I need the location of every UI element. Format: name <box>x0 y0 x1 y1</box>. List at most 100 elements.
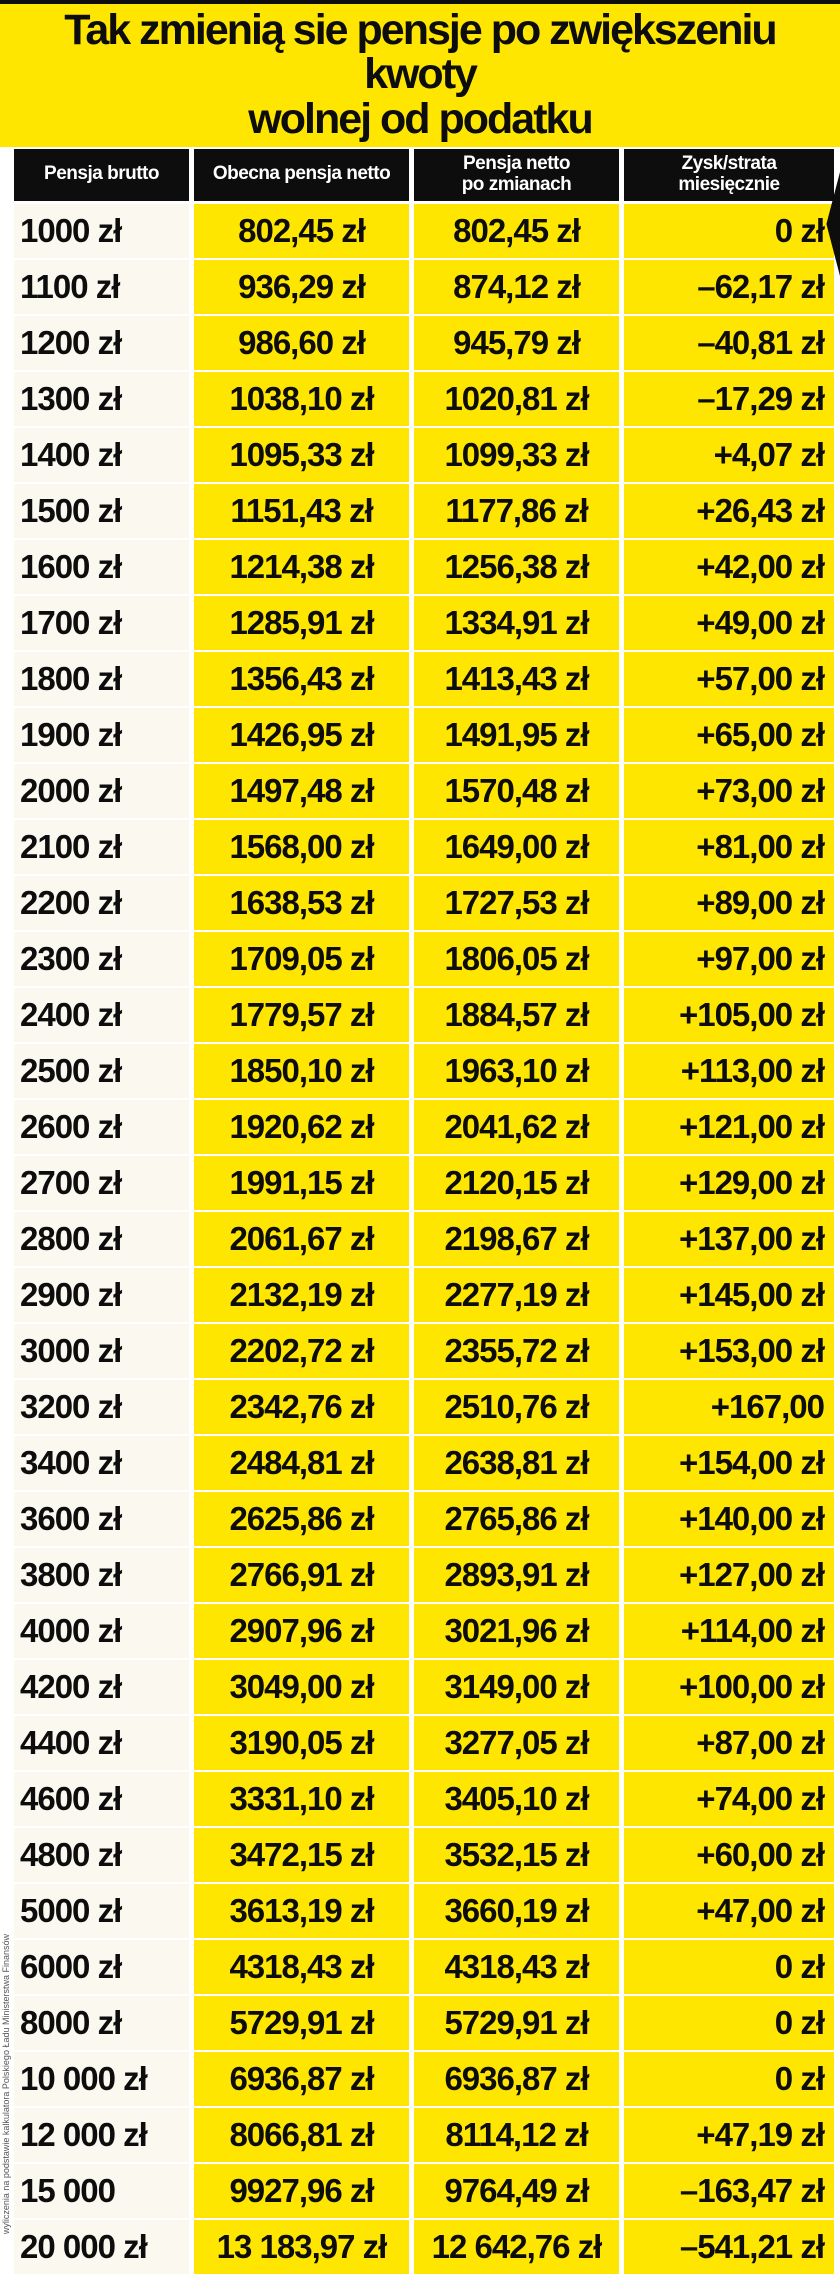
salary-table: Pensja brutto Obecna pensja netto Pensja… <box>0 148 840 2274</box>
cell-netto-po-zmianach: 4318,43 zł <box>414 1939 619 1994</box>
cell-pensja-brutto: 6000 zł <box>14 1939 189 1994</box>
cell-pensja-brutto: 2400 zł <box>14 987 189 1042</box>
cell-pensja-brutto: 8000 zł <box>14 1995 189 2050</box>
cell-obecna-netto: 5729,91 zł <box>194 1995 409 2050</box>
cell-zysk-strata: +73,00 zł <box>624 763 834 818</box>
table-row: 2400 zł 1779,57 zł 1884,57 zł +105,00 zł <box>14 987 834 1042</box>
table-row: 6000 zł 4318,43 zł 4318,43 zł 0 zł <box>14 1939 834 1994</box>
cell-netto-po-zmianach: 2355,72 zł <box>414 1323 619 1378</box>
cell-pensja-brutto: 1800 zł <box>14 651 189 706</box>
cell-zysk-strata: –541,21 zł <box>624 2219 834 2274</box>
table-row: 3600 zł 2625,86 zł 2765,86 zł +140,00 zł <box>14 1491 834 1546</box>
table-header-row: Pensja brutto Obecna pensja netto Pensja… <box>14 148 834 201</box>
cell-pensja-brutto: 3200 zł <box>14 1379 189 1434</box>
table-row: 1300 zł 1038,10 zł 1020,81 zł –17,29 zł <box>14 371 834 426</box>
cell-obecna-netto: 2132,19 zł <box>194 1267 409 1322</box>
cell-obecna-netto: 1426,95 zł <box>194 707 409 762</box>
table-row: 10 000 zł 6936,87 zł 6936,87 zł 0 zł <box>14 2051 834 2106</box>
cell-netto-po-zmianach: 1020,81 zł <box>414 371 619 426</box>
cell-netto-po-zmianach: 8114,12 zł <box>414 2107 619 2162</box>
cell-pensja-brutto: 3600 zł <box>14 1491 189 1546</box>
table-body: 1000 zł 802,45 zł 802,45 zł 0 zł 1100 zł… <box>14 203 834 2274</box>
cell-netto-po-zmianach: 1334,91 zł <box>414 595 619 650</box>
cell-obecna-netto: 1568,00 zł <box>194 819 409 874</box>
cell-obecna-netto: 1356,43 zł <box>194 651 409 706</box>
table-row: 8000 zł 5729,91 zł 5729,91 zł 0 zł <box>14 1995 834 2050</box>
cell-netto-po-zmianach: 3277,05 zł <box>414 1715 619 1770</box>
cell-pensja-brutto: 4600 zł <box>14 1771 189 1826</box>
cell-netto-po-zmianach: 2765,86 zł <box>414 1491 619 1546</box>
cell-obecna-netto: 4318,43 zł <box>194 1939 409 1994</box>
cell-obecna-netto: 6936,87 zł <box>194 2051 409 2106</box>
cell-obecna-netto: 1920,62 zł <box>194 1099 409 1154</box>
cell-obecna-netto: 3331,10 zł <box>194 1771 409 1826</box>
table-row: 5000 zł 3613,19 zł 3660,19 zł +47,00 zł <box>14 1883 834 1938</box>
table-row: 3400 zł 2484,81 zł 2638,81 zł +154,00 zł <box>14 1435 834 1490</box>
cell-zysk-strata: +145,00 zł <box>624 1267 834 1322</box>
cell-netto-po-zmianach: 2041,62 zł <box>414 1099 619 1154</box>
cell-zysk-strata: 0 zł <box>624 203 834 258</box>
cell-netto-po-zmianach: 2893,91 zł <box>414 1547 619 1602</box>
cell-zysk-strata: +137,00 zł <box>624 1211 834 1266</box>
cell-netto-po-zmianach: 1491,95 zł <box>414 707 619 762</box>
table-row: 20 000 zł 13 183,97 zł 12 642,76 zł –541… <box>14 2219 834 2274</box>
table-row: 2700 zł 1991,15 zł 2120,15 zł +129,00 zł <box>14 1155 834 1210</box>
table-row: 1600 zł 1214,38 zł 1256,38 zł +42,00 zł <box>14 539 834 594</box>
cell-pensja-brutto: 3000 zł <box>14 1323 189 1378</box>
cell-obecna-netto: 1709,05 zł <box>194 931 409 986</box>
cell-zysk-strata: 0 zł <box>624 2051 834 2106</box>
cell-netto-po-zmianach: 1099,33 zł <box>414 427 619 482</box>
cell-netto-po-zmianach: 2120,15 zł <box>414 1155 619 1210</box>
cell-zysk-strata: –62,17 zł <box>624 259 834 314</box>
cell-obecna-netto: 2907,96 zł <box>194 1603 409 1658</box>
cell-pensja-brutto: 4200 zł <box>14 1659 189 1714</box>
cell-zysk-strata: +100,00 zł <box>624 1659 834 1714</box>
table-row: 3800 zł 2766,91 zł 2893,91 zł +127,00 zł <box>14 1547 834 1602</box>
cell-pensja-brutto: 2300 zł <box>14 931 189 986</box>
cell-pensja-brutto: 1200 zł <box>14 315 189 370</box>
cell-obecna-netto: 9927,96 zł <box>194 2163 409 2218</box>
cell-pensja-brutto: 2800 zł <box>14 1211 189 1266</box>
cell-zysk-strata: +114,00 zł <box>624 1603 834 1658</box>
cell-obecna-netto: 1779,57 zł <box>194 987 409 1042</box>
table-row: 1700 zł 1285,91 zł 1334,91 zł +49,00 zł <box>14 595 834 650</box>
cell-obecna-netto: 3190,05 zł <box>194 1715 409 1770</box>
cell-netto-po-zmianach: 2510,76 zł <box>414 1379 619 1434</box>
cell-zysk-strata: +127,00 zł <box>624 1547 834 1602</box>
cell-netto-po-zmianach: 3021,96 zł <box>414 1603 619 1658</box>
table-row: 4000 zł 2907,96 zł 3021,96 zł +114,00 zł <box>14 1603 834 1658</box>
cell-netto-po-zmianach: 1806,05 zł <box>414 931 619 986</box>
cell-netto-po-zmianach: 1884,57 zł <box>414 987 619 1042</box>
cell-obecna-netto: 8066,81 zł <box>194 2107 409 2162</box>
cell-obecna-netto: 1214,38 zł <box>194 539 409 594</box>
cell-zysk-strata: +89,00 zł <box>624 875 834 930</box>
table-row: 2000 zł 1497,48 zł 1570,48 zł +73,00 zł <box>14 763 834 818</box>
table-row: 2200 zł 1638,53 zł 1727,53 zł +89,00 zł <box>14 875 834 930</box>
cell-obecna-netto: 2625,86 zł <box>194 1491 409 1546</box>
cell-netto-po-zmianach: 5729,91 zł <box>414 1995 619 2050</box>
cell-obecna-netto: 2061,67 zł <box>194 1211 409 1266</box>
cell-netto-po-zmianach: 1256,38 zł <box>414 539 619 594</box>
cell-pensja-brutto: 4400 zł <box>14 1715 189 1770</box>
cell-obecna-netto: 1638,53 zł <box>194 875 409 930</box>
cell-pensja-brutto: 2600 zł <box>14 1099 189 1154</box>
cell-zysk-strata: +81,00 zł <box>624 819 834 874</box>
cell-pensja-brutto: 2700 zł <box>14 1155 189 1210</box>
cell-obecna-netto: 13 183,97 zł <box>194 2219 409 2274</box>
cell-zysk-strata: +4,07 zł <box>624 427 834 482</box>
cell-netto-po-zmianach: 9764,49 zł <box>414 2163 619 2218</box>
cell-pensja-brutto: 20 000 zł <box>14 2219 189 2274</box>
table-row: 1800 zł 1356,43 zł 1413,43 zł +57,00 zł <box>14 651 834 706</box>
table-row: 1500 zł 1151,43 zł 1177,86 zł +26,43 zł <box>14 483 834 538</box>
cell-zysk-strata: +140,00 zł <box>624 1491 834 1546</box>
cell-obecna-netto: 2342,76 zł <box>194 1379 409 1434</box>
cell-pensja-brutto: 2200 zł <box>14 875 189 930</box>
cell-obecna-netto: 936,29 zł <box>194 259 409 314</box>
cell-obecna-netto: 3613,19 zł <box>194 1883 409 1938</box>
cell-zysk-strata: +129,00 zł <box>624 1155 834 1210</box>
table-row: 4600 zł 3331,10 zł 3405,10 zł +74,00 zł <box>14 1771 834 1826</box>
cell-zysk-strata: +105,00 zł <box>624 987 834 1042</box>
cell-zysk-strata: +26,43 zł <box>624 483 834 538</box>
table-row: 4400 zł 3190,05 zł 3277,05 zł +87,00 zł <box>14 1715 834 1770</box>
cell-netto-po-zmianach: 945,79 zł <box>414 315 619 370</box>
